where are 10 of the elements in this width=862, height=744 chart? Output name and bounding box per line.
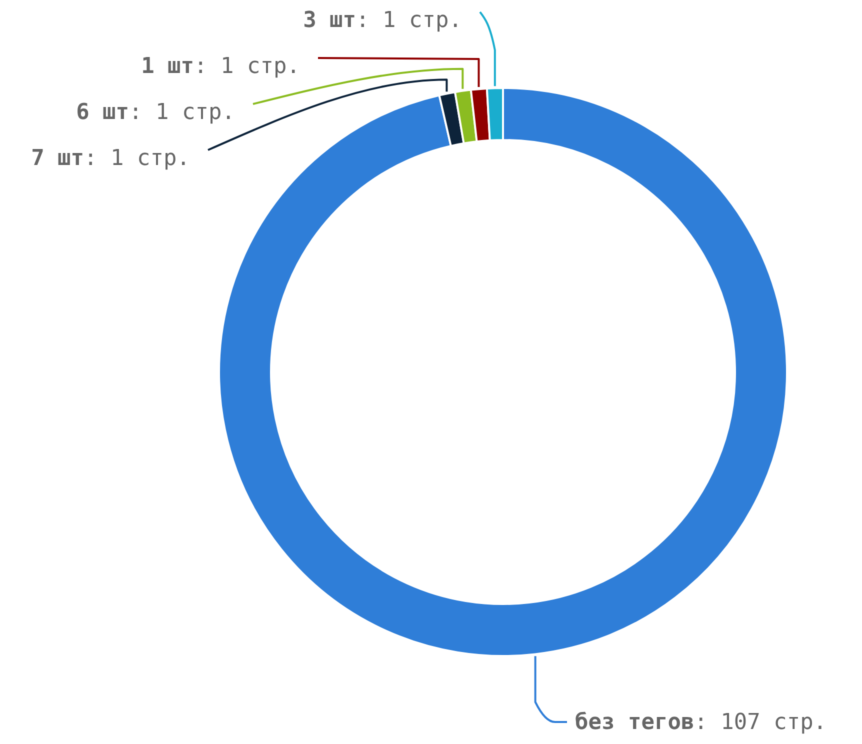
- slice-label: 1 шт: [141, 54, 194, 79]
- slice-label: 7 шт: [31, 146, 84, 171]
- slice-label: без тегов: [575, 710, 694, 735]
- data-label: : 107 стр.: [694, 710, 827, 735]
- data-label: : 1 стр.: [194, 54, 300, 79]
- data-label: : 1 стр.: [84, 146, 190, 171]
- slice-label: 6 шт: [76, 100, 130, 125]
- data-label: : 1 стр.: [129, 100, 236, 125]
- data-label: : 1 стр.: [356, 8, 462, 33]
- slice-label: 3 шт: [303, 8, 356, 33]
